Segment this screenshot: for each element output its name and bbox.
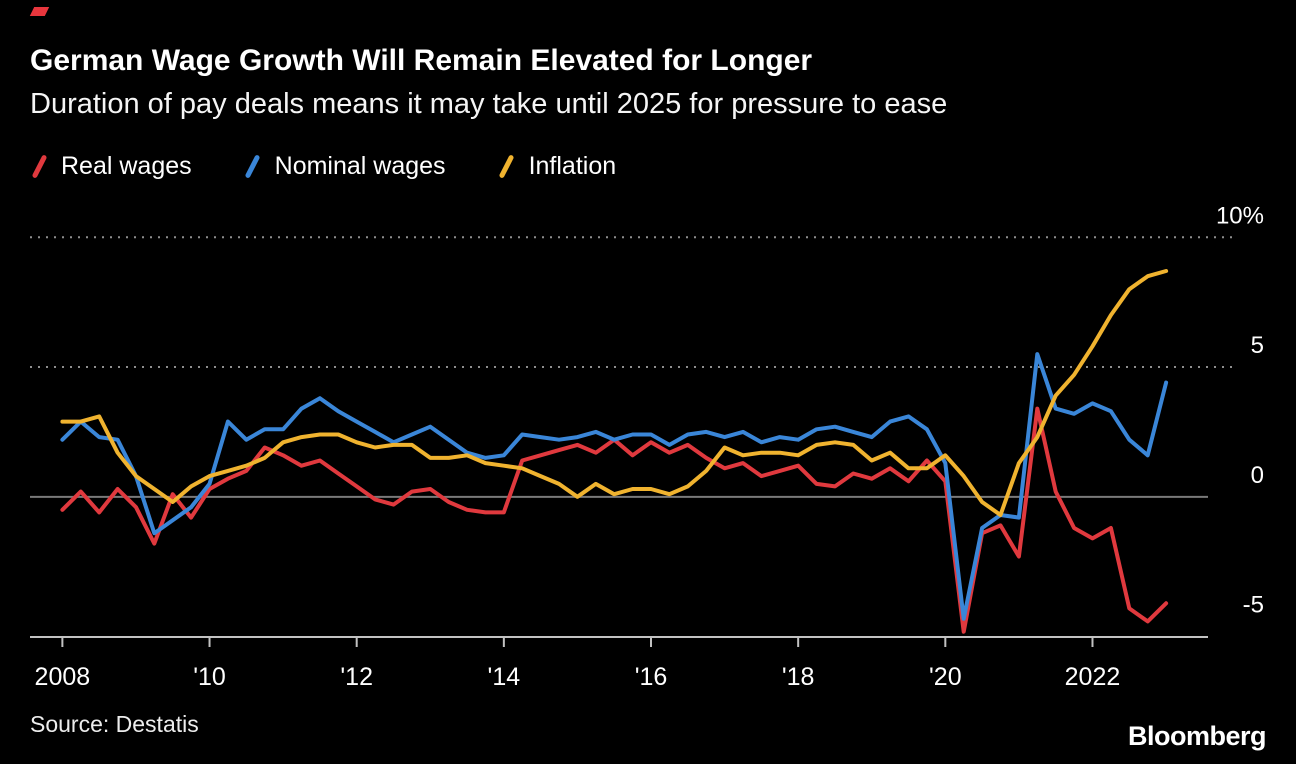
chart-subtitle: Duration of pay deals means it may take …	[30, 88, 948, 120]
nominal-wages-line-icon	[244, 153, 262, 181]
x-tick-label: '10	[193, 663, 226, 691]
x-tick-label: '16	[635, 663, 668, 691]
y-tick-label: 10%	[1216, 202, 1264, 229]
series-nominal-wages	[60, 352, 1169, 621]
x-tick-label: 2022	[1065, 663, 1121, 691]
bloomberg-accent-mark	[29, 7, 50, 16]
x-tick-label: '18	[782, 663, 815, 691]
x-tick-label: 2008	[35, 663, 91, 691]
legend-label-nominal-wages: Nominal wages	[274, 152, 446, 180]
legend-label-inflation: Inflation	[528, 152, 617, 180]
inflation-line-icon	[498, 153, 516, 181]
x-tick-label: '12	[340, 663, 373, 691]
chart-title: German Wage Growth Will Remain Elevated …	[30, 44, 813, 77]
legend-item-inflation: Inflation	[498, 152, 617, 181]
real-wages-line-icon	[30, 153, 48, 181]
y-tick-label: -5	[1243, 592, 1264, 619]
x-tick-label: '14	[488, 663, 521, 691]
bloomberg-logo: Bloomberg	[1127, 721, 1267, 751]
legend-item-real-wages: Real wages	[30, 152, 192, 181]
y-tick-label: 5	[1251, 332, 1264, 359]
chart-legend: Real wages Nominal wages Inflation	[30, 152, 616, 181]
legend-item-nominal-wages: Nominal wages	[244, 152, 446, 181]
legend-label-real-wages: Real wages	[61, 152, 192, 180]
x-tick-label: '20	[929, 663, 962, 691]
source-text: Source: Destatis	[30, 711, 199, 737]
series-inflation	[60, 269, 1169, 517]
y-tick-label: 0	[1251, 462, 1264, 489]
series-real-wages	[60, 406, 1169, 634]
